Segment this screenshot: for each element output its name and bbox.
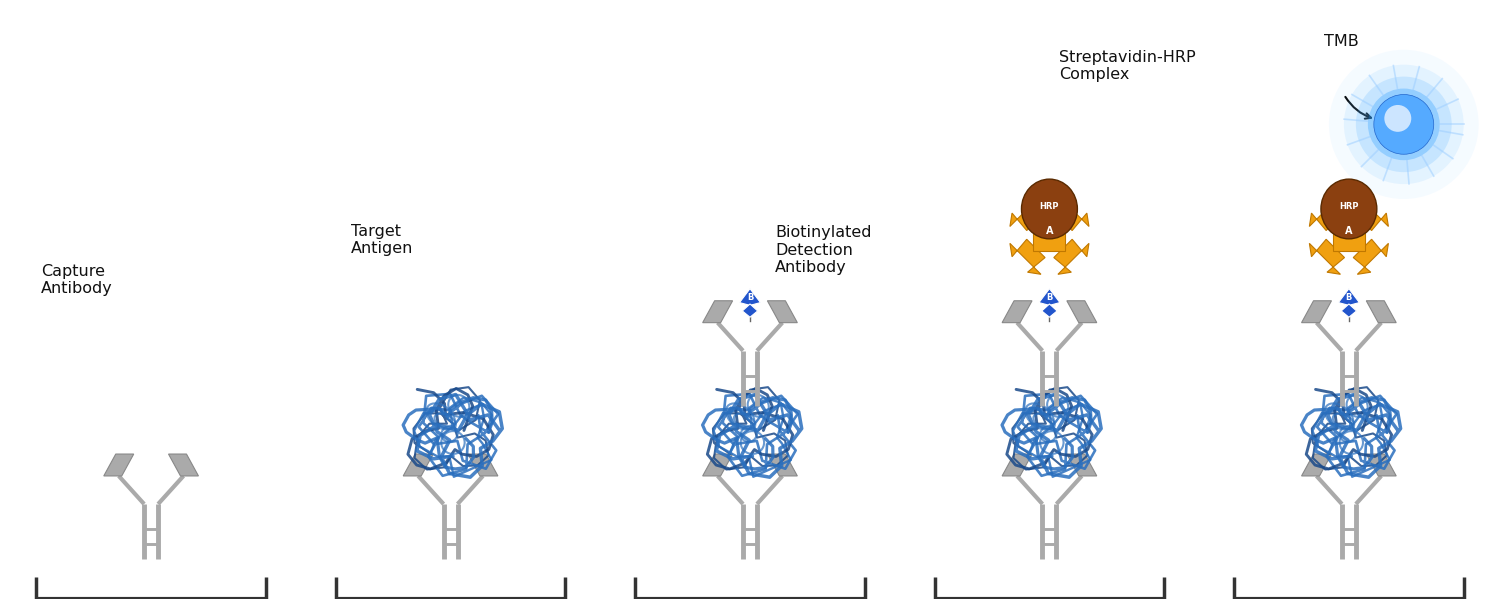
Polygon shape	[1366, 301, 1396, 323]
Polygon shape	[1310, 196, 1344, 230]
Text: A: A	[1346, 226, 1353, 236]
Polygon shape	[1010, 239, 1046, 274]
Polygon shape	[1066, 454, 1096, 476]
Text: B: B	[1047, 293, 1053, 302]
Polygon shape	[1010, 196, 1046, 230]
Polygon shape	[1353, 196, 1389, 230]
Circle shape	[1384, 105, 1411, 132]
Polygon shape	[702, 454, 732, 476]
Polygon shape	[1302, 454, 1332, 476]
Circle shape	[1368, 89, 1440, 160]
Polygon shape	[1040, 289, 1060, 305]
Text: A: A	[1046, 226, 1053, 236]
Text: Streptavidin-HRP
Complex: Streptavidin-HRP Complex	[1059, 50, 1196, 82]
Polygon shape	[104, 454, 134, 476]
Polygon shape	[1302, 301, 1332, 323]
Polygon shape	[468, 454, 498, 476]
Ellipse shape	[1322, 179, 1377, 239]
Polygon shape	[742, 304, 758, 317]
Text: B: B	[1346, 293, 1352, 302]
Ellipse shape	[1022, 179, 1077, 239]
Text: Target
Antigen: Target Antigen	[351, 224, 412, 256]
Text: Capture
Antibody: Capture Antibody	[42, 264, 112, 296]
Polygon shape	[1054, 196, 1089, 230]
Polygon shape	[1341, 304, 1356, 317]
Polygon shape	[1034, 219, 1065, 251]
Polygon shape	[1366, 454, 1396, 476]
Polygon shape	[1353, 239, 1389, 274]
Circle shape	[1374, 95, 1434, 154]
Circle shape	[1329, 50, 1479, 199]
Polygon shape	[404, 454, 433, 476]
Polygon shape	[1334, 219, 1365, 251]
Polygon shape	[1002, 454, 1032, 476]
Polygon shape	[1054, 239, 1089, 274]
Polygon shape	[1338, 289, 1359, 305]
Polygon shape	[1310, 239, 1344, 274]
Polygon shape	[702, 301, 732, 323]
Polygon shape	[1002, 301, 1032, 323]
Polygon shape	[168, 454, 198, 476]
Polygon shape	[1066, 301, 1096, 323]
Text: Biotinylated
Detection
Antibody: Biotinylated Detection Antibody	[776, 226, 871, 275]
Circle shape	[1344, 65, 1464, 184]
Text: HRP: HRP	[1040, 202, 1059, 211]
Polygon shape	[740, 289, 760, 305]
Text: TMB: TMB	[1324, 34, 1359, 49]
Circle shape	[1356, 77, 1452, 172]
Text: B: B	[747, 293, 753, 302]
Polygon shape	[768, 301, 798, 323]
Polygon shape	[1042, 304, 1058, 317]
Text: HRP: HRP	[1340, 202, 1359, 211]
Polygon shape	[768, 454, 798, 476]
